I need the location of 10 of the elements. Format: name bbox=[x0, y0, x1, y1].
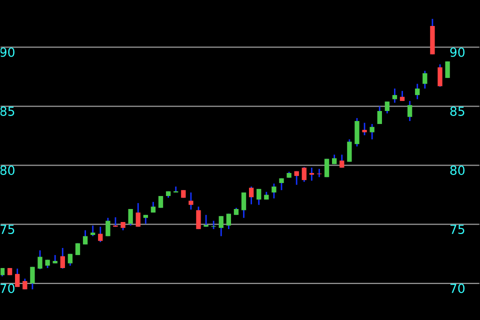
y2-tick-label: 90 bbox=[450, 47, 465, 57]
y2-tick-label: 85 bbox=[450, 106, 464, 116]
y-tick-label: 70 bbox=[0, 284, 14, 294]
y2-tick-label: 75 bbox=[450, 224, 464, 234]
y2-tick-label: 80 bbox=[450, 166, 465, 175]
y-tick-label: 90 bbox=[0, 47, 14, 57]
y2-tick-label: 70 bbox=[450, 284, 465, 294]
y-tick-label: 80 bbox=[0, 166, 14, 175]
y-tick-label: 75 bbox=[0, 224, 14, 234]
y-tick-label: 85 bbox=[0, 106, 14, 116]
